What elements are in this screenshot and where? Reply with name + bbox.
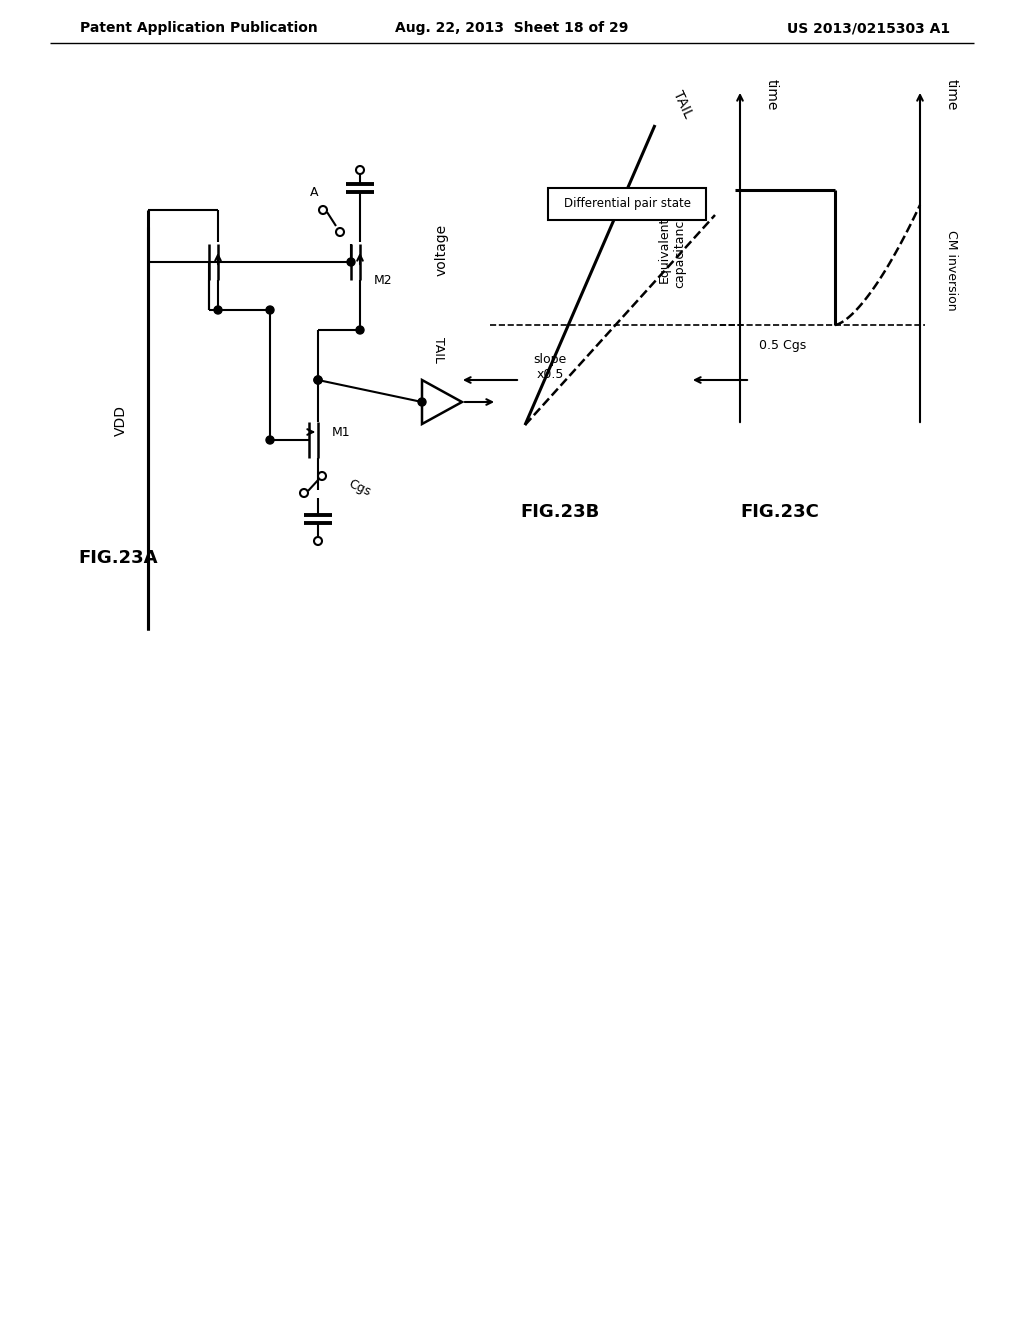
Bar	[548, 187, 706, 220]
Text: Aug. 22, 2013  Sheet 18 of 29: Aug. 22, 2013 Sheet 18 of 29	[395, 21, 629, 36]
Text: TAIL: TAIL	[670, 88, 695, 120]
Circle shape	[347, 257, 355, 267]
Circle shape	[319, 206, 327, 214]
Text: Equivalent
capacitance: Equivalent capacitance	[658, 213, 686, 288]
Text: A: A	[309, 186, 318, 198]
Text: FIG.23C: FIG.23C	[740, 503, 819, 521]
Circle shape	[214, 306, 222, 314]
Circle shape	[314, 376, 322, 384]
Text: 0.5 Cgs: 0.5 Cgs	[760, 338, 807, 351]
Text: voltage: voltage	[435, 224, 449, 276]
Circle shape	[356, 166, 364, 174]
Text: slope
x0.5: slope x0.5	[534, 352, 566, 381]
Text: Differential pair state: Differential pair state	[563, 198, 690, 210]
Circle shape	[418, 399, 426, 407]
Circle shape	[314, 537, 322, 545]
Text: Patent Application Publication: Patent Application Publication	[80, 21, 317, 36]
Text: M2: M2	[374, 273, 392, 286]
Text: time: time	[765, 79, 779, 111]
Text: time: time	[945, 79, 959, 111]
Circle shape	[356, 326, 364, 334]
Circle shape	[300, 488, 308, 498]
Circle shape	[266, 306, 274, 314]
Text: FIG.23A: FIG.23A	[78, 549, 158, 568]
Text: TAIL: TAIL	[432, 337, 445, 363]
Text: FIG.23B: FIG.23B	[520, 503, 600, 521]
Text: VDD: VDD	[114, 404, 128, 436]
Text: US 2013/0215303 A1: US 2013/0215303 A1	[786, 21, 950, 36]
Text: CM inversion: CM inversion	[945, 230, 958, 310]
Circle shape	[314, 376, 322, 384]
Text: Cgs: Cgs	[346, 478, 373, 499]
Circle shape	[266, 436, 274, 444]
Text: M1: M1	[332, 425, 350, 438]
Circle shape	[336, 228, 344, 236]
Circle shape	[318, 473, 326, 480]
